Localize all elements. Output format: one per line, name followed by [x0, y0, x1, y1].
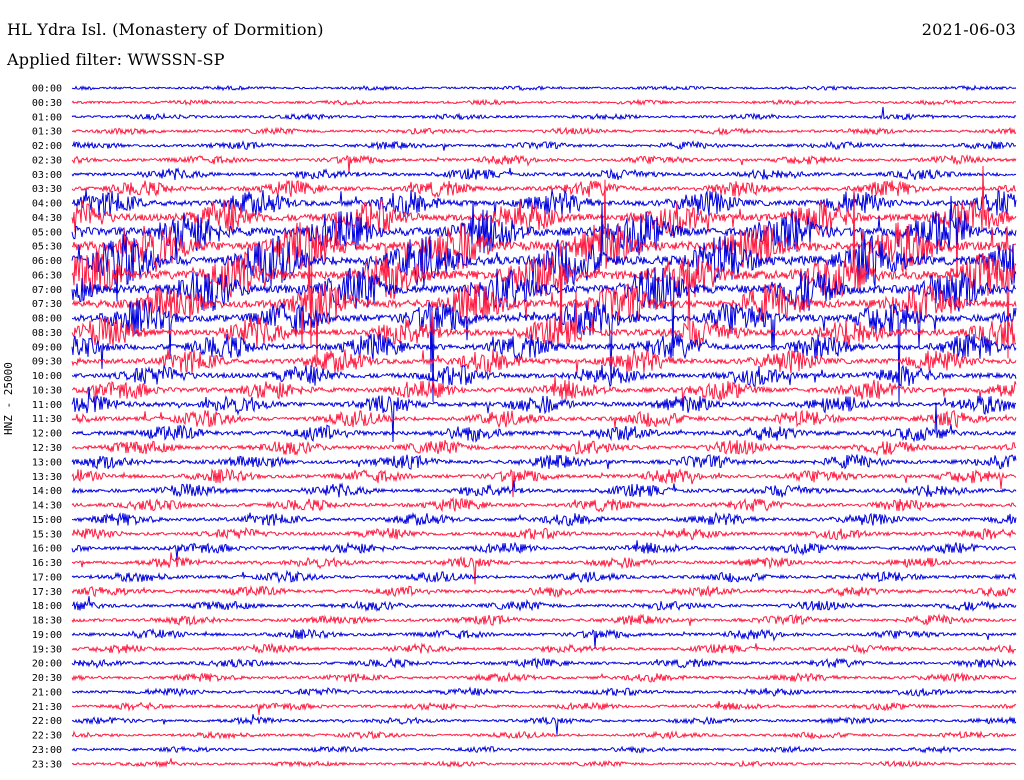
- row-time-label: 10:30: [32, 385, 62, 396]
- seismic-trace-line: [71, 179, 1017, 199]
- seismic-trace-line: [71, 745, 1017, 755]
- seismic-trace-line: [71, 511, 1017, 527]
- station-title: HL Ydra Isl. (Monastery of Dormition): [7, 20, 324, 39]
- row-time-label: 13:00: [32, 457, 62, 468]
- seismic-trace-line: [71, 569, 1017, 584]
- row-time-label: 23:00: [32, 745, 62, 756]
- row-time-label: 21:00: [32, 687, 62, 698]
- row-time-label: 14:30: [32, 501, 62, 512]
- row-time-label: 16:00: [32, 544, 62, 555]
- seismic-trace-line: [71, 409, 1017, 429]
- seismic-trace-line: [71, 496, 1017, 513]
- row-time-label: 11:30: [32, 414, 62, 425]
- seismic-trace-line: [71, 671, 1017, 683]
- row-time-label: 04:30: [32, 213, 62, 224]
- row-time-label: 09:30: [32, 357, 62, 368]
- seismic-trace-line: [71, 439, 1017, 457]
- row-time-label: 01:30: [32, 127, 62, 138]
- row-time-label: 03:00: [32, 170, 62, 181]
- seismic-trace-line: [71, 376, 1017, 411]
- seismic-trace-line: [71, 364, 1017, 388]
- row-time-label: 17:00: [32, 572, 62, 583]
- row-time-label: 02:00: [32, 141, 62, 152]
- row-time-label: 08:30: [32, 328, 62, 339]
- row-time-label: 18:00: [32, 601, 62, 612]
- seismic-trace-line: [71, 154, 1017, 174]
- row-time-label: 20:00: [32, 659, 62, 670]
- row-time-label: 11:00: [32, 400, 62, 411]
- row-time-label: 22:30: [32, 731, 62, 742]
- seismic-trace-line: [71, 552, 1017, 585]
- seismic-trace-line: [71, 526, 1017, 541]
- row-time-label: 15:30: [32, 529, 62, 540]
- seismic-trace-line: [71, 686, 1017, 698]
- seismic-trace-line: [71, 714, 1017, 735]
- seismic-trace-line: [71, 140, 1017, 151]
- row-time-label: 16:30: [32, 558, 62, 569]
- row-time-label: 04:00: [32, 199, 62, 210]
- seismic-trace-line: [71, 642, 1017, 656]
- row-time-label: 17:30: [32, 587, 62, 598]
- seismic-trace-line: [71, 165, 1017, 278]
- seismic-trace-line: [71, 701, 1017, 715]
- seismic-trace-line: [71, 333, 1017, 369]
- seismic-trace-line: [71, 584, 1017, 598]
- seismic-trace-line: [71, 467, 1017, 498]
- seismic-trace-line: [71, 187, 1017, 359]
- seismic-trace-line: [71, 613, 1017, 627]
- seismic-trace-line: [71, 480, 1017, 498]
- seismic-trace-line: [71, 300, 1017, 403]
- seismic-trace-line: [71, 167, 1017, 181]
- seismic-trace-line: [71, 98, 1017, 106]
- row-time-label: 13:30: [32, 472, 62, 483]
- row-time-label: 22:00: [32, 716, 62, 727]
- filter-label: Applied filter: WWSSN-SP: [7, 50, 225, 69]
- record-date: 2021-06-03: [921, 20, 1016, 39]
- row-time-label: 12:00: [32, 429, 62, 440]
- row-time-label: 09:00: [32, 342, 62, 353]
- row-time-label: 07:00: [32, 285, 62, 296]
- row-time-label: 12:30: [32, 443, 62, 454]
- row-time-label: 23:30: [32, 759, 62, 770]
- seismic-trace-line: [71, 758, 1017, 769]
- seismic-trace-line: [71, 257, 1017, 363]
- row-time-label: 05:00: [32, 227, 62, 238]
- row-time-label: 15:00: [32, 515, 62, 526]
- row-time-label: 00:30: [32, 98, 62, 109]
- seismic-trace-line: [71, 267, 1017, 357]
- row-time-label: 19:30: [32, 644, 62, 655]
- seismic-trace-line: [71, 386, 1017, 443]
- row-time-label: 00:00: [32, 84, 62, 95]
- row-time-label: 05:30: [32, 242, 62, 253]
- seismic-trace-line: [71, 657, 1017, 670]
- row-time-label: 01:00: [32, 112, 62, 123]
- row-time-label: 06:30: [32, 270, 62, 281]
- row-time-label: 19:00: [32, 630, 62, 641]
- row-time-label: 08:00: [32, 314, 62, 325]
- seismic-trace-line: [71, 195, 1017, 266]
- seismic-trace-line: [71, 453, 1017, 470]
- seismic-trace-line: [71, 106, 1017, 121]
- row-time-label: 03:30: [32, 184, 62, 195]
- seismic-trace-line: [71, 263, 1017, 349]
- row-time-label: 07:30: [32, 299, 62, 310]
- row-time-label: 21:30: [32, 702, 62, 713]
- seismic-trace-line: [71, 540, 1017, 561]
- seismic-trace-line: [71, 348, 1017, 375]
- seismic-trace-line: [71, 402, 1017, 443]
- row-time-label: 20:30: [32, 673, 62, 684]
- seismic-trace-line: [71, 126, 1017, 136]
- row-time-label: 06:00: [32, 256, 62, 267]
- seismic-trace-line: [71, 84, 1017, 92]
- seismic-trace-line: [71, 627, 1017, 649]
- row-time-label: 10:00: [32, 371, 62, 382]
- seismic-trace-line: [71, 730, 1017, 741]
- row-time-label: 14:00: [32, 486, 62, 497]
- row-time-label: 02:30: [32, 155, 62, 166]
- row-time-label: 18:30: [32, 616, 62, 627]
- seismic-trace-line: [71, 596, 1017, 612]
